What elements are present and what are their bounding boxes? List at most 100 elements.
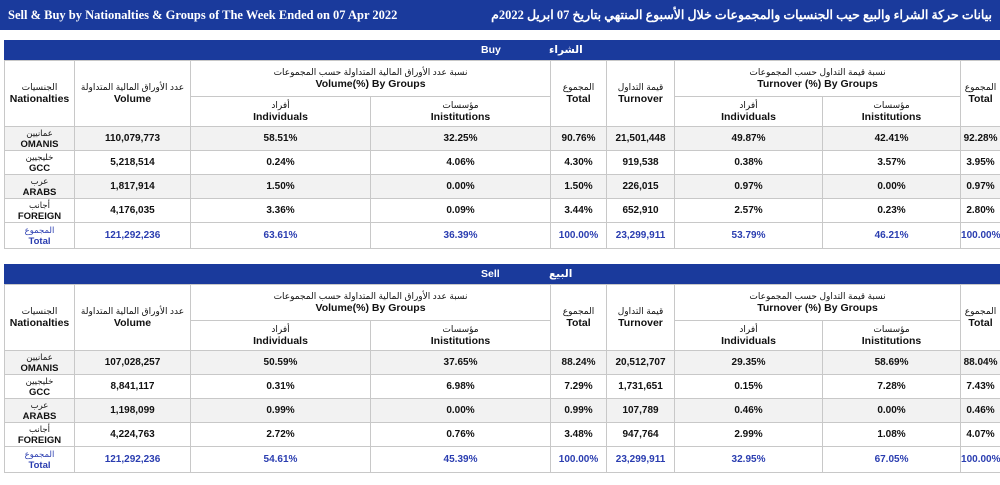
row-label: عرب ARABS [4, 174, 75, 199]
total-vol-total: 100.00% [550, 446, 608, 473]
cell-turnover: 919,538 [606, 150, 676, 175]
page-title-ar: بيانات حركة الشراء والبيع حيب الجنسيات و… [491, 8, 992, 22]
table-row: خليجيين GCC 5,218,514 0.24% 4.06% 4.30% 9… [4, 150, 1000, 175]
cell-turnover: 947,764 [606, 422, 676, 447]
cell-to-total: 2.80% [960, 198, 1000, 223]
row-label: أجانب FOREIGN [4, 422, 75, 447]
sell-band: Sell البيع [4, 264, 1000, 284]
cell-volume: 107,028,257 [74, 350, 191, 375]
page-title-en: Sell & Buy by Nationalties & Groups of T… [8, 7, 398, 22]
row-label: أجانب FOREIGN [4, 198, 75, 223]
cell-vol-ind: 0.24% [190, 150, 371, 175]
buy-band-label-ar: الشراء [549, 44, 583, 56]
cell-to-ind: 0.38% [674, 150, 824, 175]
cell-turnover: 107,789 [606, 398, 676, 423]
header-volume-groups: نسبة عدد الأوراق المالية المتداولة حسب ا… [189, 284, 552, 321]
cell-to-total: 0.97% [960, 174, 1000, 199]
total-to-total: 100.00% [960, 222, 1000, 249]
cell-to-ind: 49.87% [674, 126, 824, 151]
cell-vol-ind: 3.36% [190, 198, 371, 223]
header-turnover: قيمة التداول Turnover [606, 60, 676, 127]
header-turnover-groups: نسبة قيمة التداول حسب المجموعات Turnover… [674, 284, 962, 321]
cell-to-inst: 1.08% [822, 422, 962, 447]
row-label: عمانيين OMANIS [4, 350, 75, 375]
total-to-ind: 53.79% [674, 222, 824, 249]
total-row: المجموع Total 121,292,236 54.61% 45.39% 1… [4, 446, 1000, 473]
cell-vol-inst: 0.76% [369, 422, 552, 447]
cell-vol-ind: 2.72% [190, 422, 371, 447]
cell-vol-ind: 0.99% [190, 398, 371, 423]
header-to-institutions: مؤسسات Inistitutions [822, 320, 962, 351]
sell-table: الجنسيات Nationalties عدد الأوراق المالي… [4, 284, 1000, 473]
cell-volume: 8,841,117 [74, 374, 191, 399]
cell-to-inst: 7.28% [822, 374, 962, 399]
cell-to-total: 88.04% [960, 350, 1000, 375]
cell-to-total: 92.28% [960, 126, 1000, 151]
total-row: المجموع Total 121,292,236 63.61% 36.39% 1… [4, 222, 1000, 249]
cell-vol-ind: 50.59% [190, 350, 371, 375]
cell-to-inst: 0.00% [822, 174, 962, 199]
cell-to-inst: 0.23% [822, 198, 962, 223]
cell-volume: 4,176,035 [74, 198, 191, 223]
table-row: أجانب FOREIGN 4,224,763 2.72% 0.76% 3.48%… [4, 422, 1000, 447]
cell-volume: 1,198,099 [74, 398, 191, 423]
cell-vol-inst: 32.25% [369, 126, 552, 151]
total-volume: 121,292,236 [74, 222, 191, 249]
cell-to-ind: 2.57% [674, 198, 824, 223]
cell-to-ind: 0.15% [674, 374, 824, 399]
cell-to-total: 7.43% [960, 374, 1000, 399]
cell-to-total: 4.07% [960, 422, 1000, 447]
cell-turnover: 226,015 [606, 174, 676, 199]
cell-vol-ind: 58.51% [190, 126, 371, 151]
cell-vol-inst: 0.00% [369, 174, 552, 199]
header-vol-individuals: أفراد Individuals [190, 96, 371, 127]
header-turnover-total: المجموع Total [960, 60, 1000, 127]
row-label: خليجيين GCC [4, 150, 75, 175]
cell-vol-inst: 4.06% [369, 150, 552, 175]
cell-to-inst: 0.00% [822, 398, 962, 423]
header-to-institutions: مؤسسات Inistitutions [822, 96, 962, 127]
table-row: أجانب FOREIGN 4,176,035 3.36% 0.09% 3.44%… [4, 198, 1000, 223]
header-volume: عدد الأوراق المالية المتداولة Volume [74, 284, 191, 351]
table-row: عرب ARABS 1,817,914 1.50% 0.00% 1.50% 226… [4, 174, 1000, 199]
row-label: عرب ARABS [4, 398, 75, 423]
total-to-inst: 46.21% [822, 222, 962, 249]
total-vol-ind: 54.61% [190, 446, 371, 473]
row-label: عمانيين OMANIS [4, 126, 75, 151]
cell-vol-total: 88.24% [550, 350, 608, 375]
cell-vol-ind: 0.31% [190, 374, 371, 399]
buy-table: الجنسيات Nationalties عدد الأوراق المالي… [4, 60, 1000, 249]
header-vol-institutions: مؤسسات Inistitutions [369, 320, 552, 351]
header-nationalities: الجنسيات Nationalties [4, 60, 75, 127]
total-vol-inst: 45.39% [369, 446, 552, 473]
total-vol-inst: 36.39% [369, 222, 552, 249]
cell-to-ind: 29.35% [674, 350, 824, 375]
cell-volume: 5,218,514 [74, 150, 191, 175]
header-vol-institutions: مؤسسات Inistitutions [369, 96, 552, 127]
buy-band-label-en: Buy [481, 44, 501, 56]
total-turnover: 23,299,911 [606, 446, 676, 473]
total-vol-ind: 63.61% [190, 222, 371, 249]
cell-vol-inst: 37.65% [369, 350, 552, 375]
total-to-ind: 32.95% [674, 446, 824, 473]
total-label: المجموع Total [4, 222, 75, 249]
cell-vol-inst: 0.00% [369, 398, 552, 423]
header-nationalities: الجنسيات Nationalties [4, 284, 75, 351]
cell-volume: 4,224,763 [74, 422, 191, 447]
sell-section: Sell البيع الجنسيات Nationalties عدد الأ… [4, 264, 1000, 473]
header-vol-individuals: أفراد Individuals [190, 320, 371, 351]
table-row: عمانيين OMANIS 110,079,773 58.51% 32.25% … [4, 126, 1000, 151]
cell-vol-total: 90.76% [550, 126, 608, 151]
cell-vol-inst: 6.98% [369, 374, 552, 399]
total-to-total: 100.00% [960, 446, 1000, 473]
cell-vol-ind: 1.50% [190, 174, 371, 199]
total-label: المجموع Total [4, 446, 75, 473]
header-turnover-groups: نسبة قيمة التداول حسب المجموعات Turnover… [674, 60, 962, 97]
title-bar: Sell & Buy by Nationalties & Groups of T… [0, 0, 1000, 30]
header-volume-total: المجموع Total [550, 284, 608, 351]
header-to-individuals: أفراد Individuals [674, 96, 824, 127]
cell-to-total: 3.95% [960, 150, 1000, 175]
buy-section: Buy الشراء الجنسيات Nationalties عدد الأ… [4, 40, 1000, 249]
sell-band-label-ar: البيع [549, 268, 573, 280]
cell-vol-total: 1.50% [550, 174, 608, 199]
